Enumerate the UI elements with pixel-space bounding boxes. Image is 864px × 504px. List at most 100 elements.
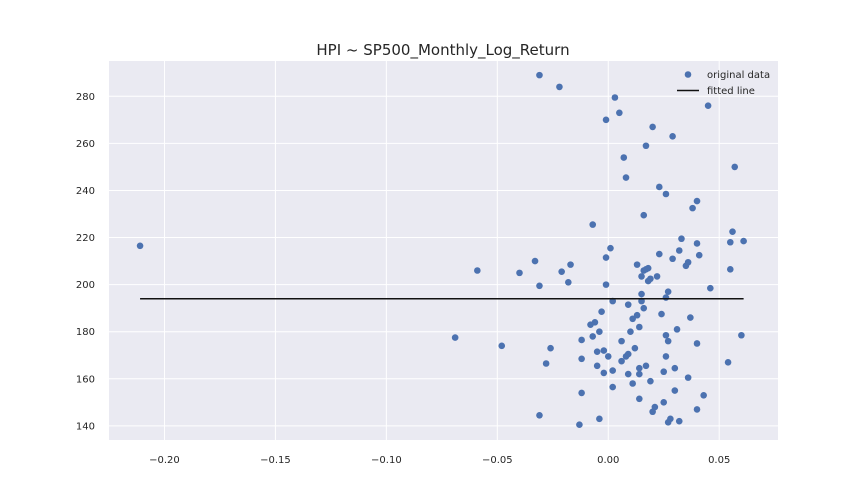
data-point xyxy=(556,83,563,91)
data-point xyxy=(567,261,574,268)
data-point xyxy=(636,323,643,331)
data-point xyxy=(655,183,663,191)
data-point xyxy=(536,282,543,290)
data-point xyxy=(589,333,597,340)
data-point xyxy=(451,334,459,341)
data-point xyxy=(576,421,583,428)
vertical-gridlines xyxy=(163,61,720,440)
data-point xyxy=(636,395,643,403)
data-point xyxy=(624,370,632,378)
y-tick-label: 140 xyxy=(76,421,95,432)
plot-area xyxy=(109,61,778,440)
data-point xyxy=(693,340,701,347)
data-point xyxy=(726,238,734,246)
y-tick-label: 240 xyxy=(76,186,95,197)
data-point xyxy=(618,337,625,345)
data-point xyxy=(627,328,634,336)
data-point xyxy=(658,310,665,318)
data-point xyxy=(536,71,543,79)
data-point xyxy=(642,362,650,370)
data-point xyxy=(596,415,603,423)
data-point xyxy=(607,244,614,252)
data-point xyxy=(136,242,144,250)
data-point xyxy=(589,221,597,228)
data-point xyxy=(602,281,610,288)
x-tick-label: −0.15 xyxy=(260,455,291,466)
data-point xyxy=(629,380,636,387)
data-point xyxy=(689,204,696,212)
data-point xyxy=(516,269,523,277)
y-tick-label: 280 xyxy=(76,92,95,103)
data-point xyxy=(724,359,732,366)
data-point xyxy=(591,318,599,326)
data-point xyxy=(609,383,616,391)
data-point xyxy=(700,391,707,399)
data-point xyxy=(474,267,481,274)
data-point xyxy=(578,336,585,344)
data-point xyxy=(622,174,630,181)
data-point xyxy=(609,367,616,374)
data-point xyxy=(695,251,703,259)
data-point xyxy=(671,387,679,394)
data-point xyxy=(647,275,654,283)
y-tick-label: 200 xyxy=(76,280,95,291)
data-point xyxy=(604,353,612,360)
data-point xyxy=(629,315,636,323)
data-point xyxy=(662,353,670,360)
data-point xyxy=(669,255,676,263)
legend: original data fitted line xyxy=(677,70,770,97)
data-point xyxy=(616,109,623,117)
data-point xyxy=(578,355,585,363)
data-point xyxy=(660,368,668,376)
data-point xyxy=(498,342,506,350)
chart-title: HPI ~ SP500_Monthly_Log_Return xyxy=(316,41,569,60)
data-point xyxy=(644,264,652,272)
data-point xyxy=(693,406,701,413)
data-point xyxy=(704,102,712,110)
data-point xyxy=(671,364,679,372)
data-point xyxy=(662,294,670,301)
data-point xyxy=(653,273,661,280)
legend-marker-original-data xyxy=(684,71,692,78)
x-tick-label: −0.05 xyxy=(482,455,513,466)
data-point xyxy=(624,301,632,308)
data-point xyxy=(660,399,668,406)
data-point xyxy=(596,328,603,336)
data-point xyxy=(675,247,683,254)
data-point xyxy=(542,360,550,367)
data-point xyxy=(647,377,654,385)
data-point xyxy=(642,142,650,150)
data-point xyxy=(602,116,610,124)
data-point xyxy=(602,254,610,261)
data-point xyxy=(631,344,639,352)
y-tick-label: 180 xyxy=(76,327,95,338)
data-point xyxy=(565,278,572,286)
y-tick-label: 260 xyxy=(76,139,95,150)
data-point xyxy=(624,350,632,358)
data-point xyxy=(731,163,739,171)
x-axis-tick-labels: −0.20 −0.15 −0.10 −0.05 0.00 0.05 xyxy=(149,455,730,466)
x-tick-label: 0.00 xyxy=(597,455,619,466)
data-point xyxy=(669,133,676,140)
x-tick-label: 0.05 xyxy=(708,455,730,466)
legend-label-fitted-line: fitted line xyxy=(707,86,755,97)
y-tick-label: 220 xyxy=(76,233,95,244)
data-point xyxy=(547,344,554,352)
data-point xyxy=(673,326,681,333)
data-point xyxy=(636,370,643,378)
y-axis-tick-labels: 140 160 180 200 220 240 260 280 xyxy=(76,92,95,433)
horizontal-gridlines xyxy=(109,95,778,427)
x-tick-label: −0.10 xyxy=(371,455,402,466)
data-point xyxy=(578,389,585,397)
data-point xyxy=(558,268,565,275)
data-point xyxy=(740,237,747,245)
data-point xyxy=(729,228,736,235)
data-point xyxy=(598,308,605,316)
data-point xyxy=(655,250,663,258)
data-point xyxy=(684,374,692,381)
data-point xyxy=(649,123,656,131)
data-point xyxy=(531,257,539,265)
data-point xyxy=(693,240,701,247)
data-point xyxy=(667,415,674,423)
